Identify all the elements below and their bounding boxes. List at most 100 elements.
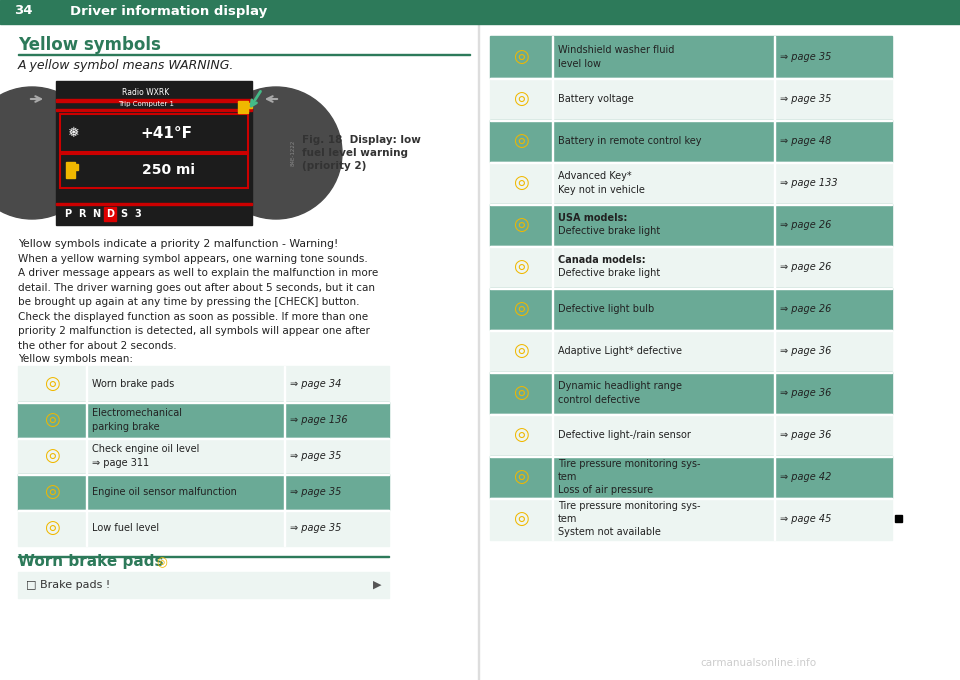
Bar (18, 510, 389, 546)
Text: USA models:: USA models: (558, 213, 628, 223)
Text: ⇒ page 35: ⇒ page 35 (780, 94, 831, 104)
Bar (490, 246, 892, 288)
Bar (248, 103, 252, 108)
Bar (490, 36, 892, 78)
Text: Adaptive Light* defective: Adaptive Light* defective (558, 346, 682, 356)
Bar (60, 114, 248, 152)
Bar (18, 474, 389, 475)
Text: ◎: ◎ (514, 90, 529, 108)
Text: N: N (92, 209, 100, 219)
Text: Check engine oil level
⇒ page 311: Check engine oil level ⇒ page 311 (92, 445, 200, 468)
Bar (490, 204, 892, 205)
Text: Advanced Key*
Key not in vehicle: Advanced Key* Key not in vehicle (558, 171, 645, 194)
Text: ◎: ◎ (514, 258, 529, 276)
Bar (56, 99, 252, 101)
Text: ◎: ◎ (44, 411, 60, 429)
Text: ⇒ page 42: ⇒ page 42 (780, 472, 831, 482)
Bar (66, 162, 75, 178)
Text: ◎: ◎ (514, 174, 529, 192)
Bar (490, 246, 892, 247)
Bar (490, 288, 892, 289)
Text: Defective brake light: Defective brake light (558, 226, 660, 236)
Text: 250 mi: 250 mi (141, 163, 195, 177)
Text: Tire pressure monitoring sys-
tem
Loss of air pressure: Tire pressure monitoring sys- tem Loss o… (558, 459, 701, 495)
Bar (478, 22, 479, 680)
Text: 34: 34 (14, 5, 33, 18)
Bar (0, 22, 960, 24)
Text: □ Brake pads !: □ Brake pads ! (26, 580, 110, 590)
Text: ⇒ page 136: ⇒ page 136 (290, 415, 348, 425)
Text: Yellow symbols indicate a priority 2 malfunction - Warning!: Yellow symbols indicate a priority 2 mal… (18, 239, 338, 249)
Bar (75, 164, 78, 170)
Bar (490, 498, 892, 499)
Bar (490, 162, 892, 163)
Text: ⇒ page 36: ⇒ page 36 (780, 388, 831, 398)
Text: D: D (106, 209, 114, 219)
Text: ◎: ◎ (514, 48, 529, 66)
Text: ⇒ page 36: ⇒ page 36 (780, 346, 831, 356)
Text: ⇒ page 26: ⇒ page 26 (780, 262, 831, 272)
Text: ◎: ◎ (514, 426, 529, 444)
Text: ◎: ◎ (156, 556, 167, 569)
Text: Windshield washer fluid
level low: Windshield washer fluid level low (558, 46, 674, 69)
Bar (490, 78, 892, 120)
Text: ◎: ◎ (514, 132, 529, 150)
Text: Check the displayed function as soon as possible. If more than one
priority 2 ma: Check the displayed function as soon as … (18, 312, 370, 351)
Bar (18, 366, 389, 402)
Text: ❅: ❅ (68, 126, 80, 140)
Bar (238, 101, 248, 113)
Bar (490, 78, 892, 79)
Bar (490, 414, 892, 456)
Text: Battery voltage: Battery voltage (558, 94, 634, 104)
Bar (18, 402, 389, 403)
Text: Worn brake pads: Worn brake pads (18, 554, 163, 569)
Circle shape (210, 87, 342, 219)
Bar (56, 81, 252, 225)
Text: ◎: ◎ (44, 375, 60, 393)
Bar (18, 510, 389, 511)
Bar (18, 572, 389, 598)
Text: Battery in remote control key: Battery in remote control key (558, 136, 702, 146)
Text: ◎: ◎ (44, 447, 60, 465)
Text: ◎: ◎ (44, 519, 60, 537)
Text: ◎: ◎ (514, 216, 529, 234)
Bar (56, 109, 252, 111)
Text: ⇒ page 133: ⇒ page 133 (780, 178, 838, 188)
Bar (18, 402, 389, 438)
Text: Engine oil sensor malfunction: Engine oil sensor malfunction (92, 487, 237, 497)
Bar (490, 456, 892, 498)
Text: ◎: ◎ (514, 468, 529, 486)
Bar (18, 438, 389, 439)
Text: +41°F: +41°F (140, 126, 192, 141)
Bar (18, 474, 389, 510)
Text: Defective brake light: Defective brake light (558, 268, 660, 278)
Bar (490, 372, 892, 373)
Bar (895, 515, 902, 522)
Text: ⇒ page 34: ⇒ page 34 (290, 379, 342, 389)
Text: ⇒ page 35: ⇒ page 35 (290, 523, 342, 533)
Text: Driver information display: Driver information display (70, 5, 267, 18)
Text: Low fuel level: Low fuel level (92, 523, 159, 533)
Bar (18, 556, 389, 557)
Text: ◎: ◎ (514, 384, 529, 402)
Bar (490, 288, 892, 330)
Text: Radio WXRK: Radio WXRK (122, 88, 170, 97)
Bar (56, 203, 252, 205)
Text: When a yellow warning symbol appears, one warning tone sounds.
A driver message : When a yellow warning symbol appears, on… (18, 254, 378, 307)
Text: Dynamic headlight range
control defective: Dynamic headlight range control defectiv… (558, 381, 682, 405)
Bar (18, 438, 389, 474)
Text: Electromechanical
parking brake: Electromechanical parking brake (92, 409, 182, 432)
Bar (490, 204, 892, 246)
Text: (priority 2): (priority 2) (302, 161, 367, 171)
Bar (490, 414, 892, 415)
Text: S: S (120, 209, 128, 219)
Text: 3: 3 (134, 209, 141, 219)
Text: ◎: ◎ (44, 483, 60, 501)
Text: Worn brake pads: Worn brake pads (92, 379, 175, 389)
Text: Canada models:: Canada models: (558, 255, 646, 265)
Text: fuel level warning: fuel level warning (302, 148, 408, 158)
Text: Defective light-/rain sensor: Defective light-/rain sensor (558, 430, 691, 440)
Bar (60, 154, 248, 188)
Circle shape (0, 87, 98, 219)
Text: Defective light bulb: Defective light bulb (558, 304, 655, 314)
